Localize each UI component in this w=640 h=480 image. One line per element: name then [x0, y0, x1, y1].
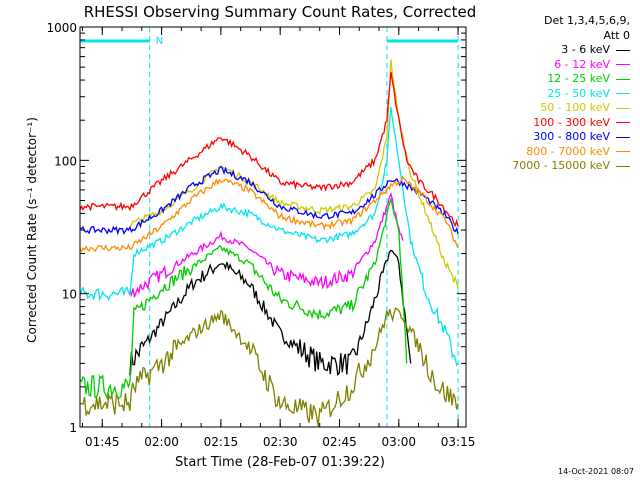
legend-item-5: 100 - 300 keV	[512, 116, 630, 131]
legend-swatch	[616, 122, 630, 124]
x-axis-label: Start Time (28-Feb-07 01:39:22)	[175, 455, 385, 470]
legend-label: 6 - 12 keV	[554, 57, 610, 71]
series-line-2	[79, 196, 408, 401]
series-line-6	[79, 165, 459, 236]
legend-swatch	[616, 136, 630, 138]
legend-item-2: 12 - 25 keV	[512, 72, 630, 87]
legend-swatch	[616, 78, 630, 80]
legend-item-1: 6 - 12 keV	[512, 58, 630, 73]
y-tick-label: 10	[62, 288, 77, 302]
series-line-8	[79, 307, 459, 427]
y-tick-label: 1000	[46, 21, 77, 35]
x-tick-label: 03:00	[381, 435, 416, 449]
series-line-3	[79, 106, 459, 367]
legend-header-line-1: Det 1,3,4,5,6,9,	[543, 14, 630, 27]
tick-labels: 1 10 100 1000 01:45 02:00 02:15 02:30 02:45 03:00…	[46, 21, 475, 449]
legend-label: 25 - 50 keV	[547, 86, 610, 100]
legend-label: 300 - 800 keV	[533, 130, 610, 143]
legend-item-6: 300 - 800 keV	[512, 130, 630, 145]
series-line-1	[129, 191, 404, 298]
night-marker: N	[156, 36, 163, 47]
y-axis-label: Corrected Count Rate (s⁻¹ detector⁻¹)	[25, 117, 39, 343]
plot-frame	[79, 26, 467, 428]
axes-frame	[79, 26, 467, 428]
legend-swatch	[616, 49, 630, 51]
legend-label: 7000 - 15000 keV	[512, 159, 610, 172]
legend-label: 50 - 100 keV	[540, 101, 610, 114]
chart-title: RHESSI Observing Summary Count Rates, Co…	[84, 3, 477, 21]
legend: Det 1,3,4,5,6,9, Att 0 3 - 6 keV 6 - 12 k…	[512, 14, 630, 174]
y-tick-label: 100	[54, 154, 77, 168]
legend-label: 12 - 25 keV	[547, 72, 610, 85]
x-tick-label: 01:45	[85, 435, 120, 449]
x-tick-label: 03:15	[441, 435, 476, 449]
x-tick-label: 02:00	[144, 435, 179, 449]
legend-item-4: 50 - 100 keV	[512, 101, 630, 116]
data-layer: N	[79, 27, 459, 427]
legend-item-0: 3 - 6 keV	[512, 43, 630, 58]
x-tick-label: 02:45	[322, 435, 357, 449]
series-line-7	[79, 175, 459, 253]
legend-label: 800 - 7000 keV	[526, 144, 610, 158]
series-line-0	[129, 249, 412, 377]
legend-swatch	[616, 64, 630, 66]
legend-swatch	[616, 107, 630, 109]
y-tick-label: 1	[69, 421, 77, 435]
series-line-5	[79, 71, 459, 228]
legend-swatch	[616, 93, 630, 95]
legend-item-7: 800 - 7000 keV	[512, 145, 630, 160]
x-tick-label: 02:15	[204, 435, 239, 449]
series-line-4	[129, 59, 459, 289]
legend-item-8: 7000 - 15000 keV	[512, 159, 630, 174]
legend-item-3: 25 - 50 keV	[512, 87, 630, 102]
legend-label: 3 - 6 keV	[561, 43, 610, 56]
legend-header-line-2: Att 0	[603, 28, 630, 42]
legend-swatch	[616, 151, 630, 153]
legend-swatch	[616, 165, 630, 167]
legend-label: 100 - 300 keV	[533, 115, 610, 129]
generation-timestamp: 14-Oct-2021 08:07	[558, 467, 634, 476]
x-tick-label: 02:30	[263, 435, 298, 449]
